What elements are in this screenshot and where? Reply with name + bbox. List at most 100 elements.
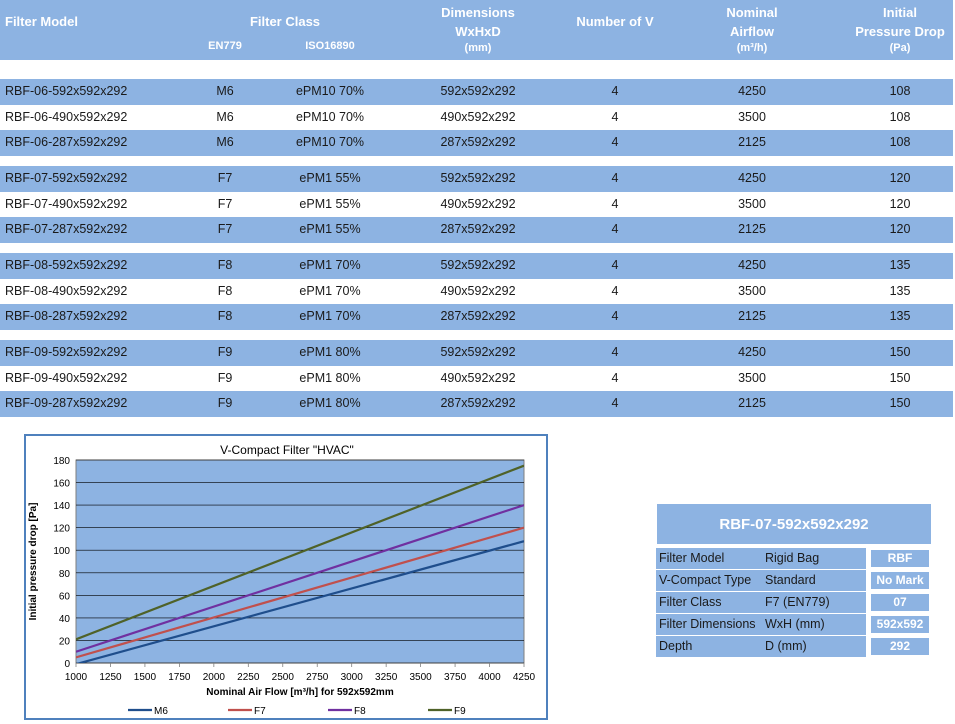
cell-v: 4 [611,370,619,385]
code-row: Depth D (mm) 292 [656,636,932,658]
cell-en779: F7 [217,171,233,185]
table-row: RBF-08-490x592x292 F8 ePM1 70% 490x592x292 4… [0,279,953,305]
cell-en779: M6 [216,109,234,124]
table-row: RBF-08-592x592x292 F8 ePM1 70% 592x592x292 4… [0,253,953,279]
cell-en779: F8 [217,309,233,323]
chart-title: V-Compact Filter "HVAC" [220,443,354,457]
cell-airflow: 2125 [738,396,766,410]
cell-model: RBF-06-490x592x292 [5,109,128,124]
y-tick-label: 160 [53,479,70,490]
y-tick-label: 100 [53,546,70,557]
cell-dim: 490x592x292 [440,109,516,124]
cell-iso: ePM10 70% [295,84,365,98]
code-row-key: Depth [656,636,762,657]
header-number-of-v: Number of V [576,14,654,29]
x-tick-label: 4250 [513,672,536,683]
x-axis-ticks: 1000 1250 1500 1750 2000 2250 2500 2750 3000 3250… [65,663,536,683]
cell-dp: 135 [889,309,911,323]
cell-dp: 135 [889,283,911,298]
gridlines [76,459,524,664]
x-tick-label: 3500 [409,672,432,683]
table-row: RBF-09-592x592x292 F9 ePM1 80% 592x592x292 4… [0,340,953,366]
header-filter-model: Filter Model [5,14,78,29]
cell-dp: 150 [889,345,911,359]
cell-model: RBF-07-287x592x292 [5,222,128,236]
x-tick-label: 3750 [444,672,467,683]
cell-airflow: 2125 [738,222,766,236]
series-line-m6 [76,540,524,663]
legend-label-f8: F8 [354,706,366,717]
cell-en779: F7 [217,196,233,211]
x-tick-label: 2000 [203,672,226,683]
cell-dp: 108 [889,135,911,149]
chart-canvas: V-Compact Filter "HVAC" 0 20 40 60 80 100 120 1… [28,443,536,717]
code-row-value: Standard [762,570,866,591]
code-row-code: 07 [870,593,930,612]
cell-dp: 120 [889,222,911,236]
cell-airflow: 4250 [738,258,766,272]
cell-model: RBF-06-592x592x292 [5,84,128,98]
code-row-key: Filter Model [656,548,762,569]
cell-airflow: 3500 [738,109,766,124]
cell-model: RBF-09-490x592x292 [5,370,128,385]
cell-v: 4 [611,135,619,149]
table-row: RBF-06-490x592x292 M6 ePM10 70% 490x592x292… [0,105,953,131]
series-line-f8 [76,504,524,653]
series-line-f7 [76,526,524,659]
cell-v: 4 [611,171,619,185]
group-gap [0,330,953,341]
cell-en779: M6 [216,135,234,149]
model-code-card: RBF-07-592x592x292 Filter Model Rigid Bag… [656,503,932,658]
cell-iso: ePM1 70% [299,258,361,272]
y-tick-label: 40 [59,614,71,625]
y-tick-label: 140 [53,501,70,512]
series-lines [76,464,524,663]
cell-dim: 592x592x292 [440,84,516,98]
cell-airflow: 4250 [738,345,766,359]
x-tick-label: 3250 [375,672,398,683]
cell-iso: ePM10 70% [295,109,365,124]
cell-v: 4 [611,222,619,236]
table-header: Filter Model Filter Class EN779 ISO16890… [0,0,953,60]
x-tick-label: 1750 [168,672,191,683]
cell-v: 4 [611,109,619,124]
cell-dim: 287x592x292 [440,135,516,149]
x-tick-label: 1000 [65,672,88,683]
header-airflow: Airflow [729,24,775,39]
cell-dim: 592x592x292 [440,258,516,272]
header-initial: Initial [883,5,917,20]
header-en779: EN779 [208,40,242,52]
code-row: Filter Model Rigid Bag RBF [656,548,932,570]
group-gap [0,243,953,254]
cell-airflow: 2125 [738,309,766,323]
cell-en779: F8 [217,258,233,272]
code-card-title: RBF-07-592x592x292 [656,503,932,545]
x-tick-label: 1250 [99,672,122,683]
cell-iso: ePM1 80% [299,345,361,359]
table-row: RBF-07-287x592x292 F7 ePM1 55% 287x592x292 4… [0,217,953,243]
cell-airflow: 4250 [738,84,766,98]
x-tick-label: 3000 [341,672,364,683]
cell-v: 4 [611,196,619,211]
x-axis-label: Nominal Air Flow [m³/h] for 592x592mm [206,687,394,698]
cell-v: 4 [611,396,619,410]
pressure-drop-chart: V-Compact Filter "HVAC" 0 20 40 60 80 100 120 1… [24,434,548,720]
cell-iso: ePM1 80% [299,396,361,410]
table-row: RBF-07-592x592x292 F7 ePM1 55% 592x592x292 4… [0,166,953,192]
cell-model: RBF-08-490x592x292 [5,283,128,298]
cell-iso: ePM1 55% [299,196,361,211]
table-row: RBF-07-490x592x292 F7 ePM1 55% 490x592x292 4… [0,192,953,218]
cell-dp: 150 [889,370,911,385]
code-row: Filter Class F7 (EN779) 07 [656,592,932,614]
table-row: RBF-09-287x592x292 F9 ePM1 80% 287x592x292 4… [0,391,953,417]
cell-model: RBF-08-287x592x292 [5,309,128,323]
cell-en779: F9 [217,396,233,410]
cell-model: RBF-07-490x592x292 [5,196,128,211]
code-row-key: Filter Class [656,592,762,613]
code-row-value: F7 (EN779) [762,592,866,613]
cell-dim: 592x592x292 [440,171,516,185]
header-airflow-unit: (m³/h) [736,42,768,54]
y-axis-label: Initial pressure drop [Pa] [28,503,39,621]
cell-dim: 287x592x292 [440,222,516,236]
cell-v: 4 [611,309,619,323]
